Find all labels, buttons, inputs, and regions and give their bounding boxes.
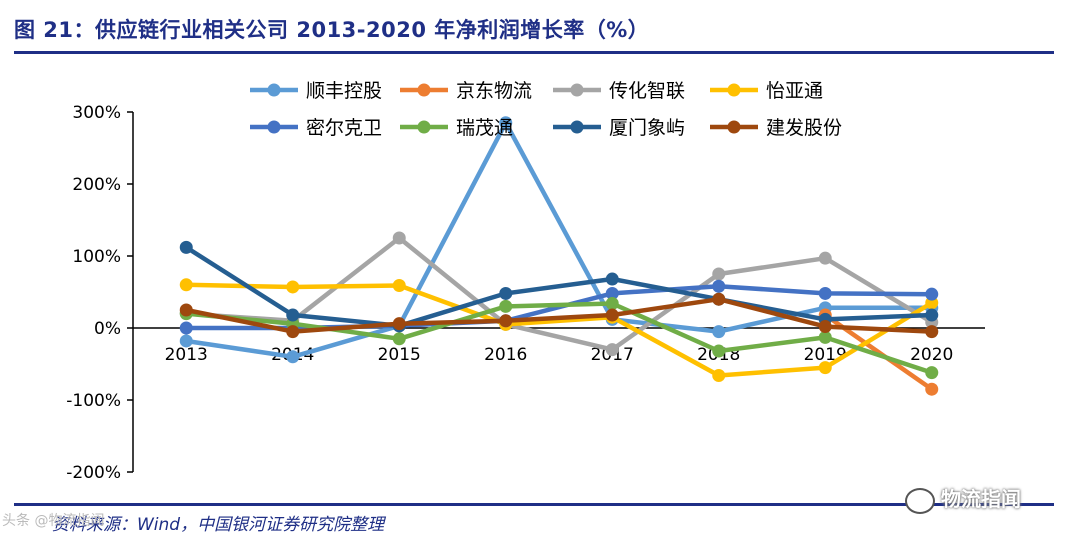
legend-swatch-marker (727, 83, 741, 97)
data-point (499, 299, 513, 313)
legend-label: 建发股份 (766, 117, 842, 139)
data-point (925, 382, 939, 396)
x-tick-label: 2020 (910, 345, 953, 365)
legend-swatch-marker (570, 120, 584, 134)
legend-item: 顺丰控股 (250, 80, 382, 102)
legend-item: 传化智联 (553, 80, 685, 102)
y-tick-label: 300% (72, 103, 121, 123)
y-tick-label: -100% (66, 391, 121, 411)
legend-item: 厦门象屿 (553, 117, 685, 139)
data-point (392, 231, 406, 245)
data-point (925, 325, 939, 339)
series-line (184, 301, 935, 375)
legend-item: 怡亚通 (710, 80, 823, 102)
data-point (605, 272, 619, 286)
legend-swatch-marker (417, 83, 431, 97)
data-point (392, 279, 406, 293)
series-line (184, 245, 935, 329)
data-point (925, 287, 939, 301)
series-line (184, 296, 935, 334)
data-point (499, 286, 513, 300)
y-tick-label: -200% (66, 463, 121, 483)
legend-label: 京东物流 (456, 80, 532, 102)
watermark-brand: 物流指闻 (905, 483, 1021, 514)
legend-label: 顺丰控股 (306, 80, 382, 102)
data-point (712, 267, 726, 281)
data-point (818, 361, 832, 375)
data-point (179, 240, 193, 254)
data-point (712, 292, 726, 306)
data-point (499, 116, 513, 130)
data-point (392, 317, 406, 331)
data-point (286, 325, 300, 339)
data-point (925, 366, 939, 380)
x-tick-label: 2015 (378, 345, 421, 365)
data-point (605, 343, 619, 357)
legend-swatch-marker (570, 83, 584, 97)
chart-series (179, 116, 939, 396)
y-tick-label: 100% (72, 247, 121, 267)
legend-item: 密尔克卫 (250, 117, 382, 139)
data-point (712, 344, 726, 358)
data-point (179, 303, 193, 317)
figure-title: 图 21：供应链行业相关公司 2013-2020 年净利润增长率（%） (14, 18, 650, 42)
legend-label: 瑞茂通 (456, 117, 513, 139)
data-point (605, 286, 619, 300)
source-note: 资料来源：Wind，中国银河证券研究院整理 (52, 515, 385, 535)
y-tick-label: 200% (72, 175, 121, 195)
data-point (286, 280, 300, 294)
series-line (184, 120, 935, 360)
data-point (818, 330, 832, 344)
title-rule (14, 51, 1054, 54)
footer-rule (14, 503, 1054, 506)
data-point (392, 332, 406, 346)
data-point (925, 308, 939, 322)
legend-swatch-marker (267, 120, 281, 134)
legend-item: 建发股份 (710, 117, 842, 139)
data-point (818, 251, 832, 265)
legend-item: 瑞茂通 (400, 117, 513, 139)
series-建发股份 (179, 292, 939, 339)
data-point (179, 321, 193, 335)
legend-item: 京东物流 (400, 80, 532, 102)
legend-swatch-marker (417, 120, 431, 134)
data-point (712, 279, 726, 293)
data-point (818, 286, 832, 300)
x-tick-label: 2016 (484, 345, 527, 365)
data-point (179, 278, 193, 292)
series-line (184, 235, 935, 352)
legend-label: 传化智联 (609, 80, 685, 102)
data-point (605, 297, 619, 311)
watermark-toutiao: 头条 @物流指闻 (2, 513, 105, 529)
data-point (286, 308, 300, 322)
y-tick-label: 0% (94, 319, 121, 339)
x-tick-label: 2013 (165, 345, 208, 365)
data-point (818, 320, 832, 334)
legend-label: 厦门象屿 (609, 117, 685, 139)
watermark-brand-text: 物流指闻 (941, 487, 1021, 511)
series-line (184, 282, 935, 378)
data-point (499, 314, 513, 328)
data-point (712, 325, 726, 339)
wechat-icon (905, 487, 935, 514)
legend-label: 密尔克卫 (306, 117, 382, 139)
data-point (605, 308, 619, 322)
legend-swatch-marker (267, 83, 281, 97)
legend-label: 怡亚通 (766, 80, 823, 102)
legend-swatch-marker (727, 120, 741, 134)
data-point (712, 369, 726, 383)
data-point (179, 334, 193, 348)
data-point (286, 350, 300, 364)
